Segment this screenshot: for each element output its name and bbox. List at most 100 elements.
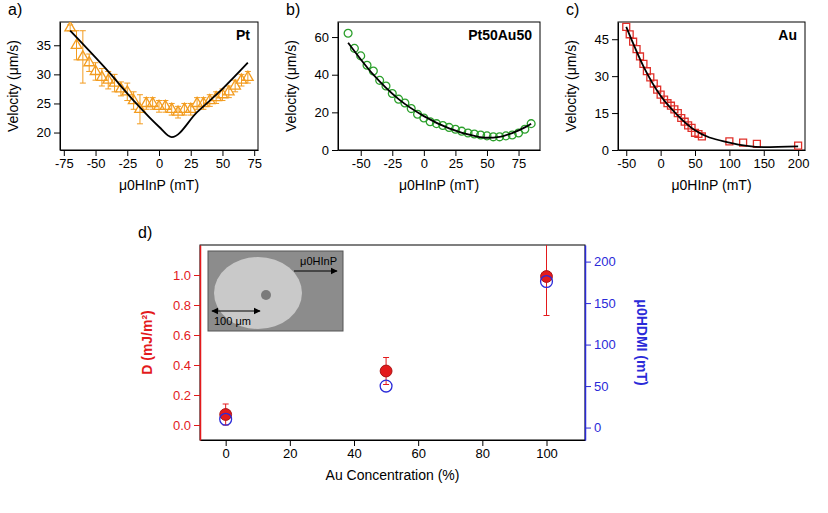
tick: 60 <box>411 440 425 461</box>
tick-mark <box>729 150 730 156</box>
tick-label: 80 <box>476 446 490 461</box>
tick: 25 <box>449 150 463 171</box>
tick-mark <box>254 150 255 156</box>
tick-label: 25 <box>184 156 198 171</box>
tick: 50 <box>480 150 494 171</box>
tick-label: 50 <box>688 156 702 171</box>
tick-mark <box>54 133 60 134</box>
inset-field-label: μ0HInP <box>300 255 337 267</box>
error-cap <box>383 357 389 358</box>
tick: -25 <box>383 150 402 171</box>
tick: 20 <box>283 440 297 461</box>
x-axis: -50 0 50 100 150 200 <box>617 150 809 171</box>
tick-label: 75 <box>247 156 261 171</box>
tick: 75 <box>247 150 261 171</box>
tick: 0 <box>658 150 665 171</box>
plot-frame <box>618 22 805 150</box>
panel-title: Pt50Au50 <box>468 27 532 43</box>
tick-label: 60 <box>411 446 425 461</box>
tick: -75 <box>55 150 74 171</box>
tick: 30 <box>595 69 618 84</box>
tick-mark <box>332 37 338 38</box>
x-axis-title: μ0HInP (mT) <box>671 177 751 193</box>
tick: 0 <box>602 143 618 158</box>
tick-label: 20 <box>283 446 297 461</box>
point <box>65 22 76 31</box>
tick: 40 <box>347 440 361 461</box>
tick: 25 <box>184 150 198 171</box>
tick: 200 <box>788 150 810 171</box>
y-axis-title: Velocity (μm/s) <box>563 40 579 132</box>
tick-label: 0.2 <box>173 388 191 403</box>
x-axis: -50-250255075 <box>339 150 541 171</box>
tick-mark <box>612 113 618 114</box>
tick: 100 <box>719 150 741 171</box>
inset: μ0HInP100 μm <box>208 251 343 331</box>
tick-mark <box>612 39 618 40</box>
tick-mark <box>194 365 200 366</box>
point <box>243 71 254 80</box>
tick-mark <box>424 150 425 156</box>
inset-image <box>208 251 343 331</box>
error-cap <box>137 123 143 124</box>
tick-mark <box>194 335 200 336</box>
tick-mark <box>96 150 97 156</box>
tick-mark <box>127 150 128 156</box>
axis-line <box>585 246 587 441</box>
error-cap <box>105 88 111 89</box>
tick: 0 <box>421 150 428 171</box>
tick-mark <box>332 75 338 76</box>
axis-line <box>200 246 202 441</box>
panel-label: c) <box>566 1 579 18</box>
tick-mark <box>455 150 456 156</box>
tick-mark <box>332 112 338 113</box>
error-cap <box>156 112 162 113</box>
tick-mark <box>159 150 160 156</box>
inset-scale-arrow <box>212 310 260 311</box>
tick-label: 30 <box>595 69 609 84</box>
y-axis-title: Velocity (μm/s) <box>5 40 21 132</box>
fit-line <box>70 31 248 137</box>
point <box>380 365 392 377</box>
tick-mark <box>661 150 662 156</box>
tick-label: 25 <box>449 156 463 171</box>
tick-mark <box>392 150 393 156</box>
tick-mark <box>54 45 60 46</box>
tick-mark <box>764 150 765 156</box>
error-cap <box>175 118 181 119</box>
tick-label: 200 <box>594 254 616 269</box>
tick-label: 100 <box>594 337 616 352</box>
tick: 50 <box>585 379 608 394</box>
tick: 50 <box>216 150 230 171</box>
tick-mark <box>585 386 591 387</box>
tick: 0.8 <box>173 298 200 313</box>
axis-line <box>201 440 586 441</box>
tick-label: -50 <box>617 156 636 171</box>
axis-line <box>339 150 541 151</box>
panel: 0204060801000.00.20.40.60.81.00501001502… <box>138 224 650 483</box>
tick-label: 30 <box>37 67 51 82</box>
tick: 20 <box>315 105 338 120</box>
y2-axis: 050100150200 <box>585 246 616 441</box>
tick-mark <box>798 150 799 156</box>
tick: -50 <box>87 150 106 171</box>
tick-label: 0.8 <box>173 298 191 313</box>
tick: 100 <box>536 440 558 461</box>
plot-frame <box>200 245 585 440</box>
tick-mark <box>361 150 362 156</box>
y-axis: 0204060 <box>315 23 339 158</box>
tick-label: 25 <box>37 96 51 111</box>
tick-label: 150 <box>753 156 775 171</box>
tick-label: -50 <box>87 156 106 171</box>
tick-label: 35 <box>37 38 51 53</box>
axis-line <box>619 150 806 151</box>
tick-mark <box>194 425 200 426</box>
tick: 0 <box>322 143 338 158</box>
axis-line <box>618 23 619 151</box>
panel-label: a) <box>8 1 22 18</box>
tick: 30 <box>37 67 60 82</box>
tick-mark <box>54 74 60 75</box>
tick: 15 <box>595 106 618 121</box>
tick-label: 0 <box>594 420 601 435</box>
tick-label: 0.0 <box>173 418 191 433</box>
